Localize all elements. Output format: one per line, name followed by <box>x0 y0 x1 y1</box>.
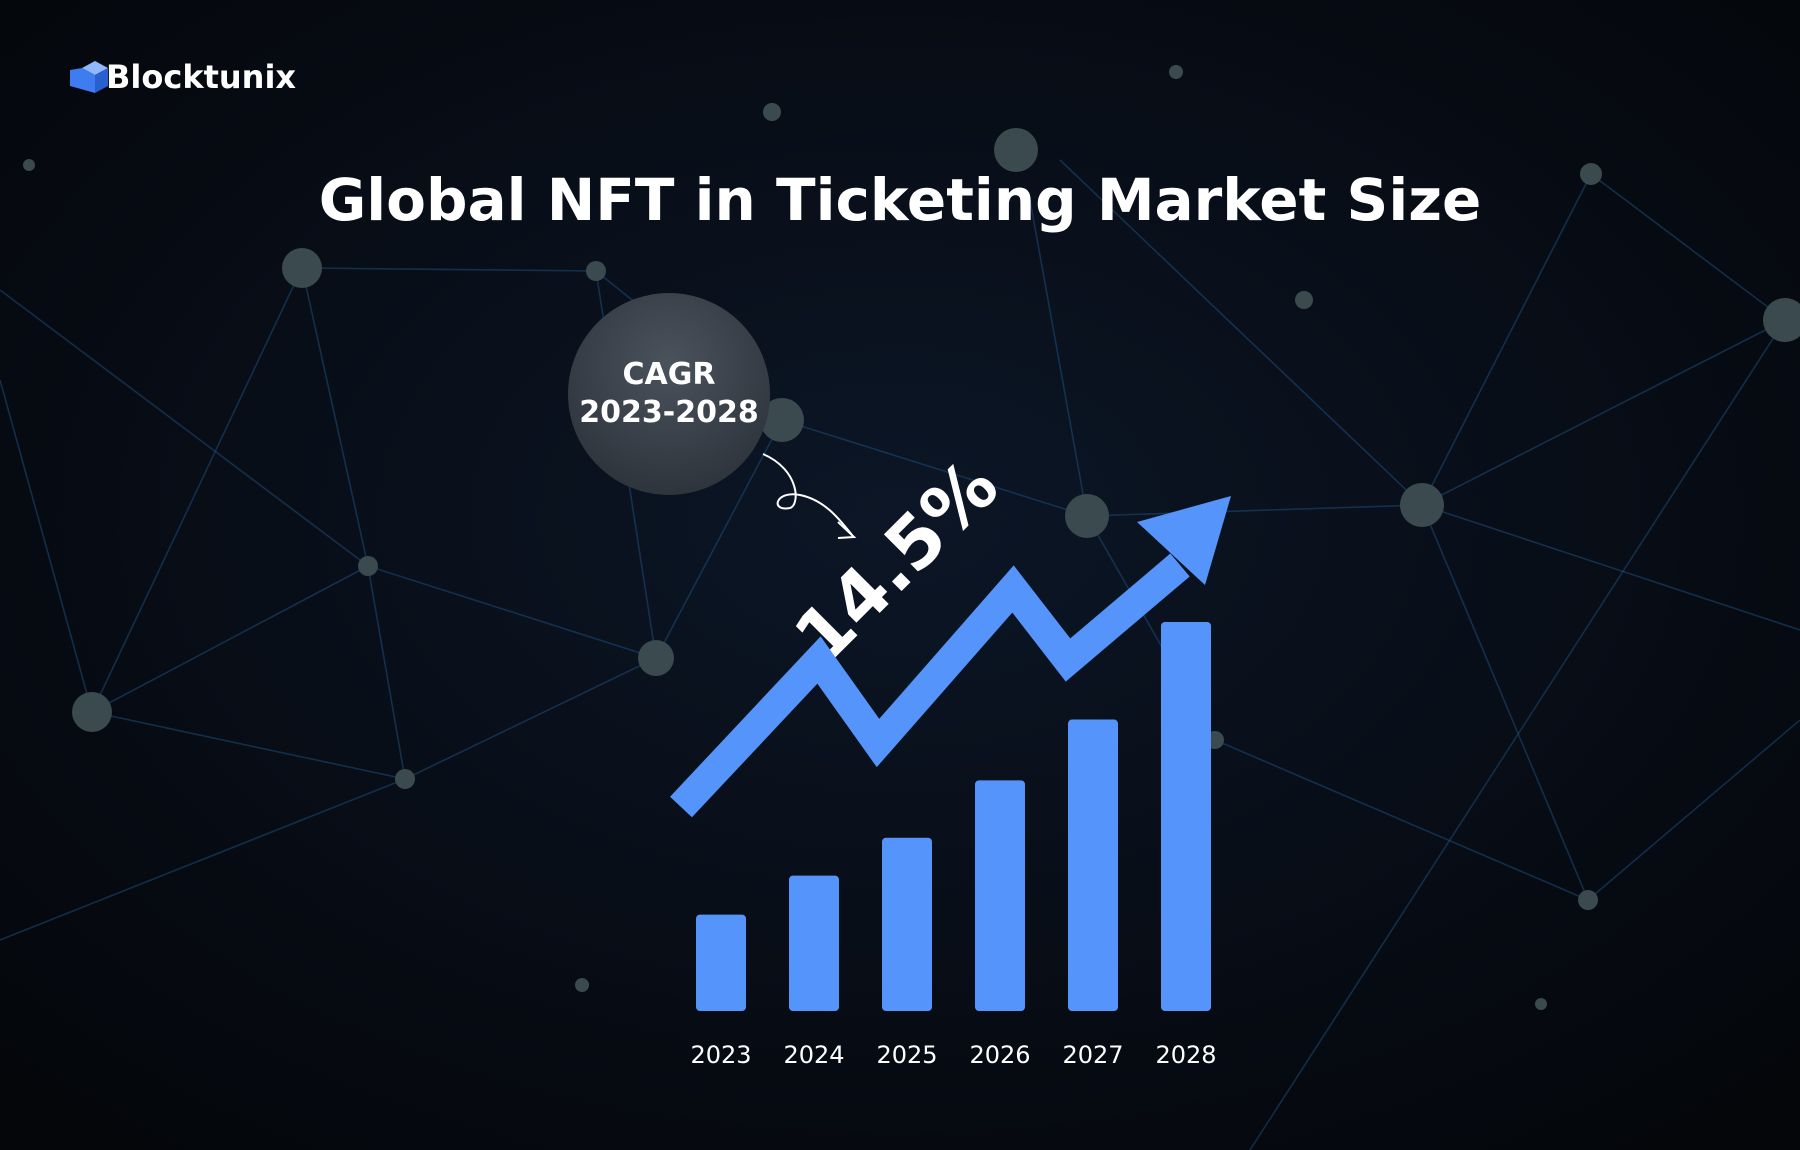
bar <box>882 837 932 1011</box>
cagr-period: 2023-2028 <box>579 395 758 430</box>
x-tick-label: 2024 <box>783 1041 844 1069</box>
chart-title: Global NFT in Ticketing Market Size <box>319 166 1482 234</box>
curved-arrow <box>762 453 853 536</box>
logo: Blocktunix <box>70 58 296 96</box>
bar <box>975 780 1025 1011</box>
x-tick-label: 2027 <box>1062 1041 1123 1069</box>
network-decoration <box>0 65 1800 1150</box>
x-tick-label: 2026 <box>969 1041 1030 1069</box>
brand-name: Blocktunix <box>106 58 296 96</box>
cagr-label: CAGR <box>623 357 716 392</box>
trend-arrow-head <box>1137 496 1231 585</box>
x-tick-label: 2023 <box>690 1041 751 1069</box>
bar <box>1068 719 1118 1011</box>
bar <box>1161 622 1211 1011</box>
bar <box>789 875 839 1011</box>
bar <box>696 914 746 1011</box>
x-tick-label: 2028 <box>1155 1041 1216 1069</box>
curved-arrow-head <box>837 521 857 539</box>
trend-arrow <box>670 553 1190 818</box>
cagr-badge <box>568 293 770 495</box>
x-tick-label: 2025 <box>876 1041 937 1069</box>
